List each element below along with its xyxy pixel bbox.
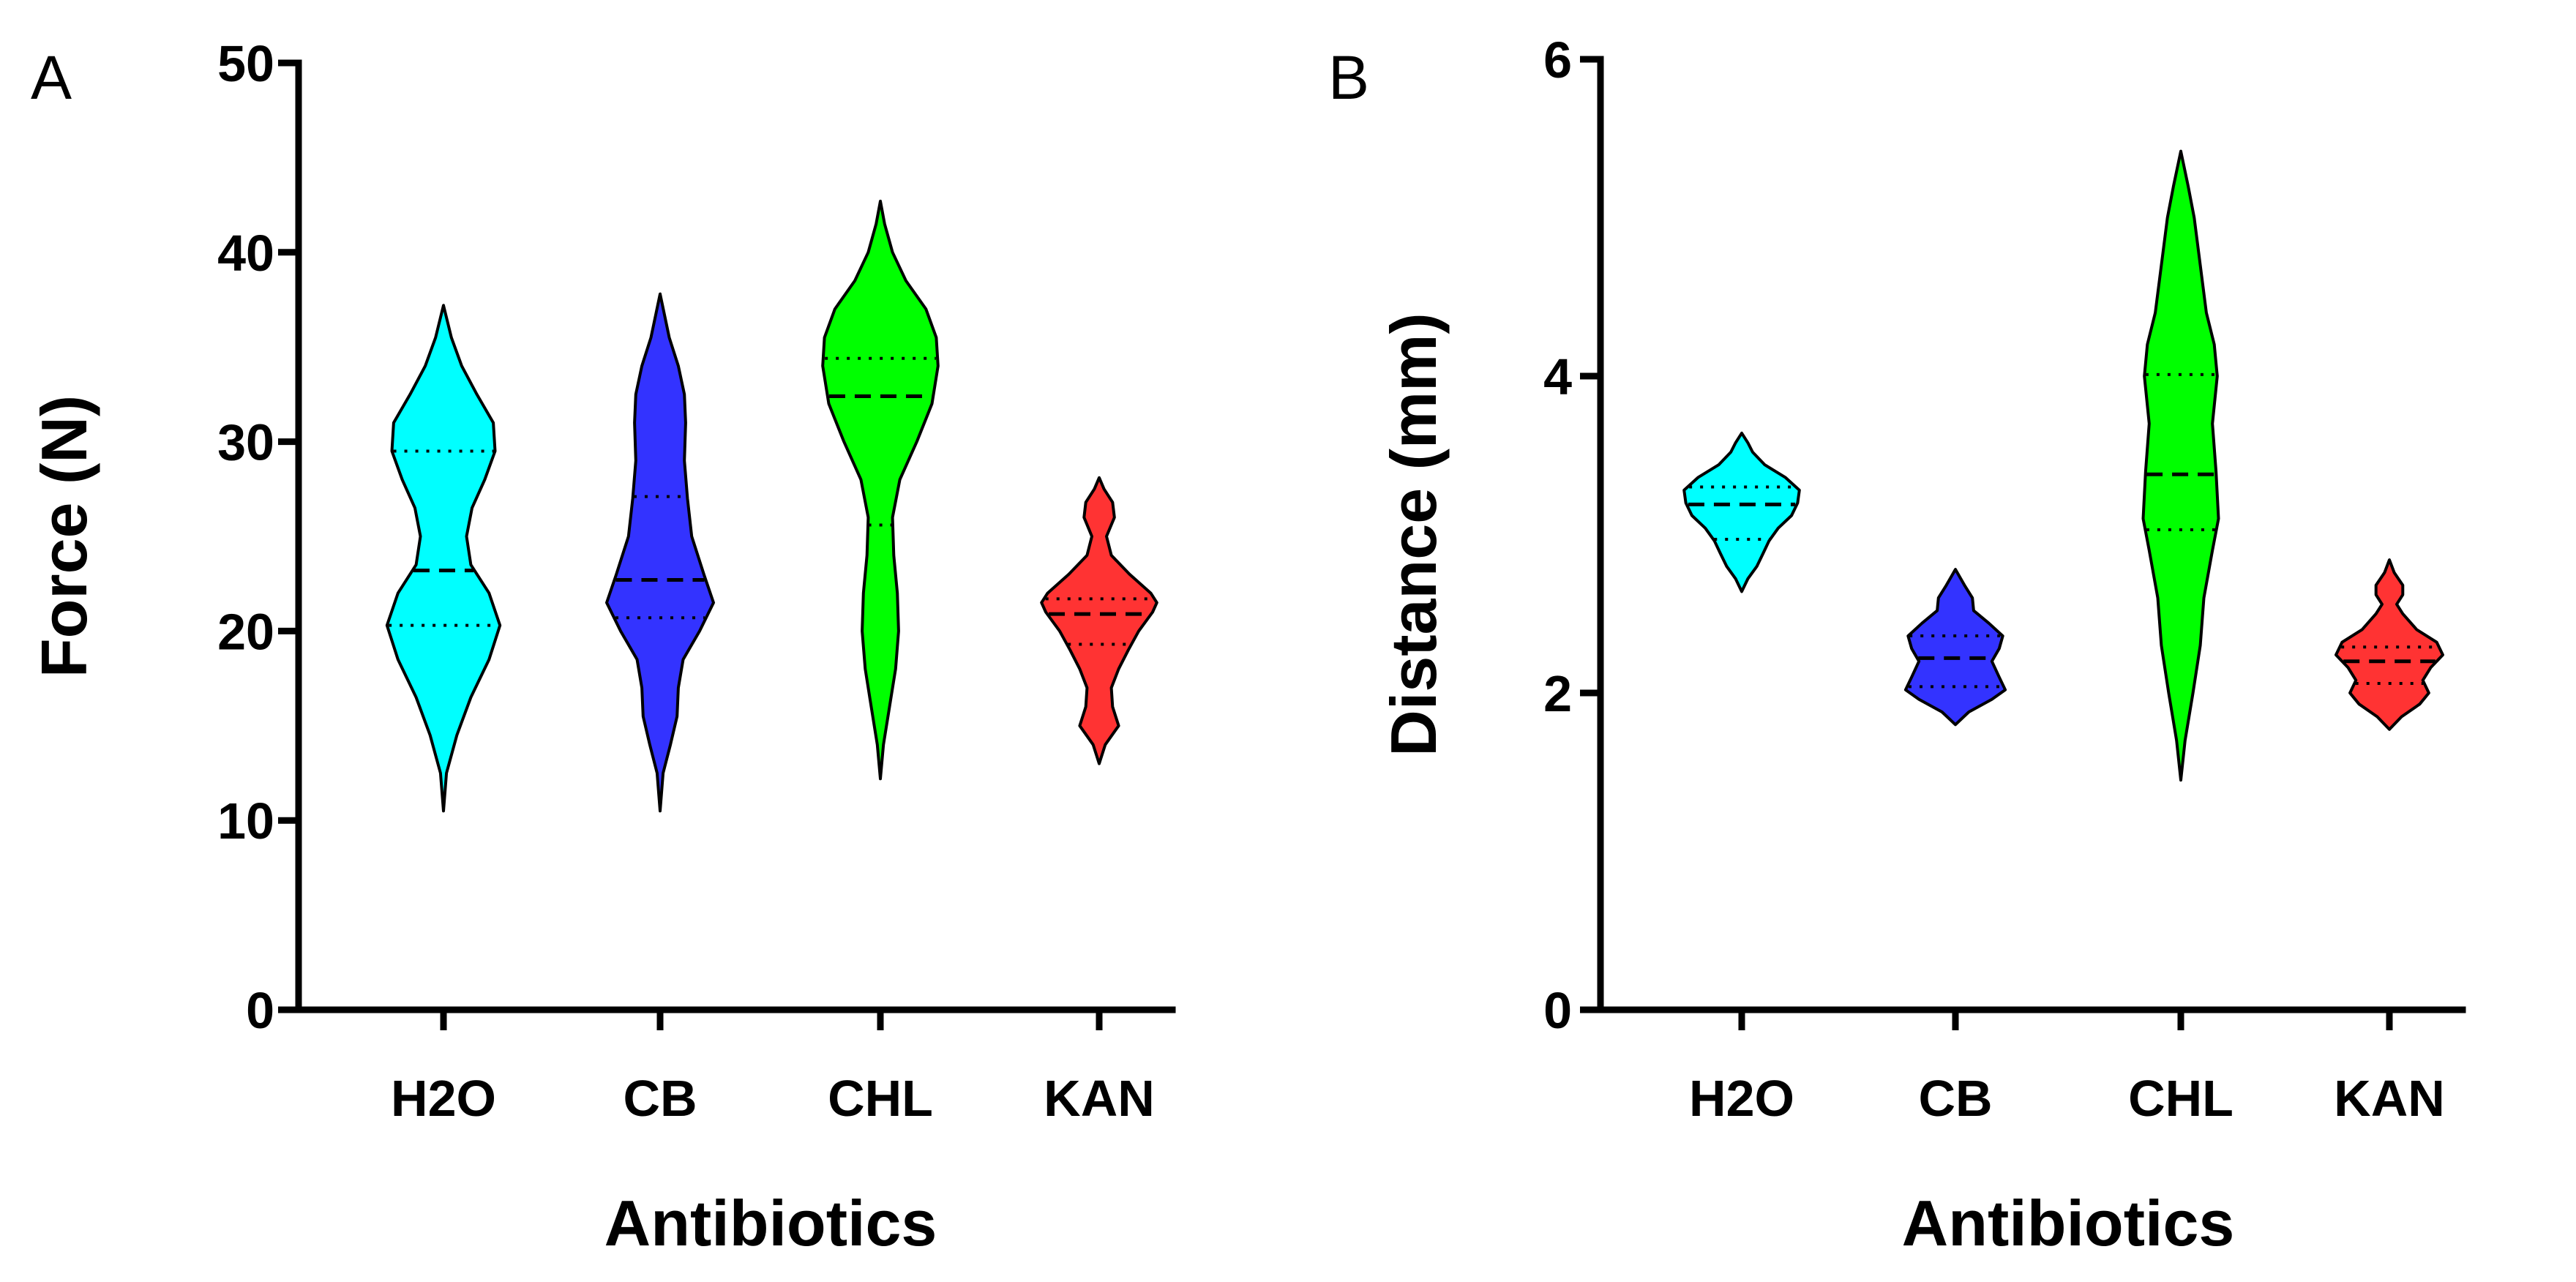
x-tick-label: CB [623,1070,697,1127]
y-tick-label: 30 [217,414,274,471]
y-axis-title: Force (N) [28,395,100,678]
y-tick-label: 0 [246,982,274,1039]
x-tick-label: KAN [1044,1070,1155,1127]
chart-panel-a: A 0 10 20 30 40 50 H2O CB CHL KAN Antibiotics Force … [28,35,1176,1259]
x-tick-label: CB [1918,1070,1992,1127]
violin-kan [2334,558,2444,731]
x-axis-title: Antibiotics [1902,1187,2235,1259]
x-tick-label: H2O [1689,1070,1794,1127]
y-tick-label: 50 [217,35,274,92]
y-tick-label: 20 [217,603,274,660]
violin-h2o [1682,431,1801,593]
x-tick-label: CHL [828,1070,933,1127]
violin-chl [2141,149,2220,782]
panel-label: B [1328,43,1369,112]
y-tick-label: 10 [217,792,274,850]
x-axis-title: Antibiotics [604,1187,937,1259]
violin-cb [1903,568,2007,727]
violin-h2o [385,304,502,813]
y-tick-label: 0 [1543,982,1572,1039]
panel-label: A [31,43,72,112]
x-tick-label: H2O [391,1070,496,1127]
violin-cb [605,292,715,813]
x-tick-label: CHL [2128,1070,2234,1127]
y-tick-label: 6 [1543,31,1572,89]
y-axis-title: Distance (mm) [1377,312,1450,756]
violin-kan [1040,476,1158,765]
y-tick-label: 40 [217,225,274,282]
y-tick-label: 4 [1543,348,1572,405]
violin-chl [821,199,940,781]
x-tick-label: KAN [2334,1070,2445,1127]
y-tick-label: 2 [1543,665,1572,722]
chart-panel-b: B 0 2 4 6 H2O CB CHL KAN Antibiotics Distance (mm) [1328,31,2466,1259]
